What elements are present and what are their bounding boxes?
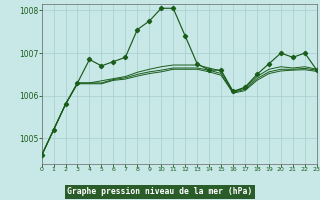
Text: Graphe pression niveau de la mer (hPa): Graphe pression niveau de la mer (hPa) (68, 188, 252, 196)
